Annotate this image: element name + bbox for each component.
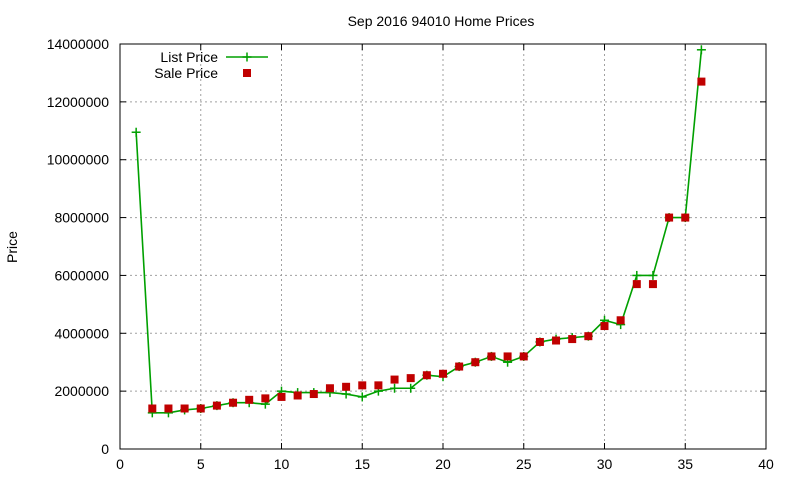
y-tick-label: 0 xyxy=(101,441,109,457)
sale-price-point xyxy=(309,390,318,399)
list-price-point xyxy=(696,45,706,55)
sale-price-point xyxy=(358,381,367,390)
sale-price-point xyxy=(487,352,496,361)
axes xyxy=(119,43,767,450)
sale-price-point xyxy=(568,335,577,344)
x-tick-label: 0 xyxy=(116,456,124,472)
x-tick-label: 35 xyxy=(677,456,693,472)
sale-price-point xyxy=(148,404,157,413)
list-price-point xyxy=(357,392,367,402)
x-tick-label: 15 xyxy=(354,456,370,472)
y-tick-label: 10000000 xyxy=(47,152,110,168)
x-tick-label: 25 xyxy=(516,456,532,472)
list-price-line xyxy=(135,49,703,414)
y-axis-label: Price xyxy=(4,231,20,263)
y-tick-label: 6000000 xyxy=(54,267,109,283)
list-price-point xyxy=(406,383,416,393)
x-tick-label: 10 xyxy=(274,456,290,472)
sale-price-point xyxy=(439,369,447,378)
sale-price-point xyxy=(600,322,609,331)
sale-price-point xyxy=(180,404,189,413)
sale-price-point xyxy=(681,213,690,222)
y-tick-label: 4000000 xyxy=(54,325,109,341)
list-price-point xyxy=(390,383,400,393)
sale-price-point xyxy=(584,332,593,341)
list-price-point xyxy=(648,270,658,280)
sale-price-point xyxy=(471,358,480,367)
legend-marker-sale-price xyxy=(243,69,251,77)
sale-price-point xyxy=(196,404,205,413)
sale-price-point xyxy=(535,337,544,346)
tick-labels: 0 5 10 15 20 25 30 35 40 0 2000000 4000000 6000000 80… xyxy=(47,36,774,472)
x-tick-label: 5 xyxy=(197,456,205,472)
legend-label-list-price: List Price xyxy=(160,49,218,65)
sale-price-point xyxy=(212,401,221,410)
list-price-point xyxy=(131,127,141,137)
sale-price-point xyxy=(422,371,431,380)
x-tick-label: 40 xyxy=(758,456,774,472)
sale-price-point xyxy=(616,316,625,325)
sale-price-point xyxy=(648,280,657,289)
sale-price-point xyxy=(293,391,302,400)
sale-price-point xyxy=(277,392,286,401)
sale-price-point xyxy=(374,381,383,390)
sale-price-point xyxy=(455,362,464,371)
sale-price-point xyxy=(697,77,706,86)
y-tick-label: 2000000 xyxy=(54,383,109,399)
sale-price-point xyxy=(503,352,512,361)
sale-price-point xyxy=(164,404,173,413)
sale-price-point xyxy=(519,352,528,361)
sale-price-point xyxy=(390,375,399,384)
sale-price-point xyxy=(229,398,238,407)
sale-price-point xyxy=(406,374,415,383)
sale-price-point xyxy=(552,336,561,345)
x-tick-label: 20 xyxy=(435,456,451,472)
x-tick-label: 30 xyxy=(597,456,613,472)
series-layer xyxy=(131,45,706,418)
list-price-point xyxy=(341,389,351,399)
sale-price-point xyxy=(632,280,641,289)
sale-price-point xyxy=(325,384,334,393)
sale-price-point xyxy=(261,394,270,403)
y-tick-label: 8000000 xyxy=(54,210,109,226)
list-price-point xyxy=(632,270,642,280)
sale-price-point xyxy=(245,395,254,404)
sale-price-point xyxy=(342,382,351,391)
grid-lines xyxy=(120,44,766,449)
y-tick-label: 12000000 xyxy=(47,94,110,110)
chart-title: Sep 2016 94010 Home Prices xyxy=(348,13,535,29)
y-tick-label: 14000000 xyxy=(47,36,110,52)
legend-label-sale-price: Sale Price xyxy=(154,65,218,81)
sale-price-point xyxy=(665,213,674,222)
legend-marker-list-price xyxy=(242,52,252,62)
